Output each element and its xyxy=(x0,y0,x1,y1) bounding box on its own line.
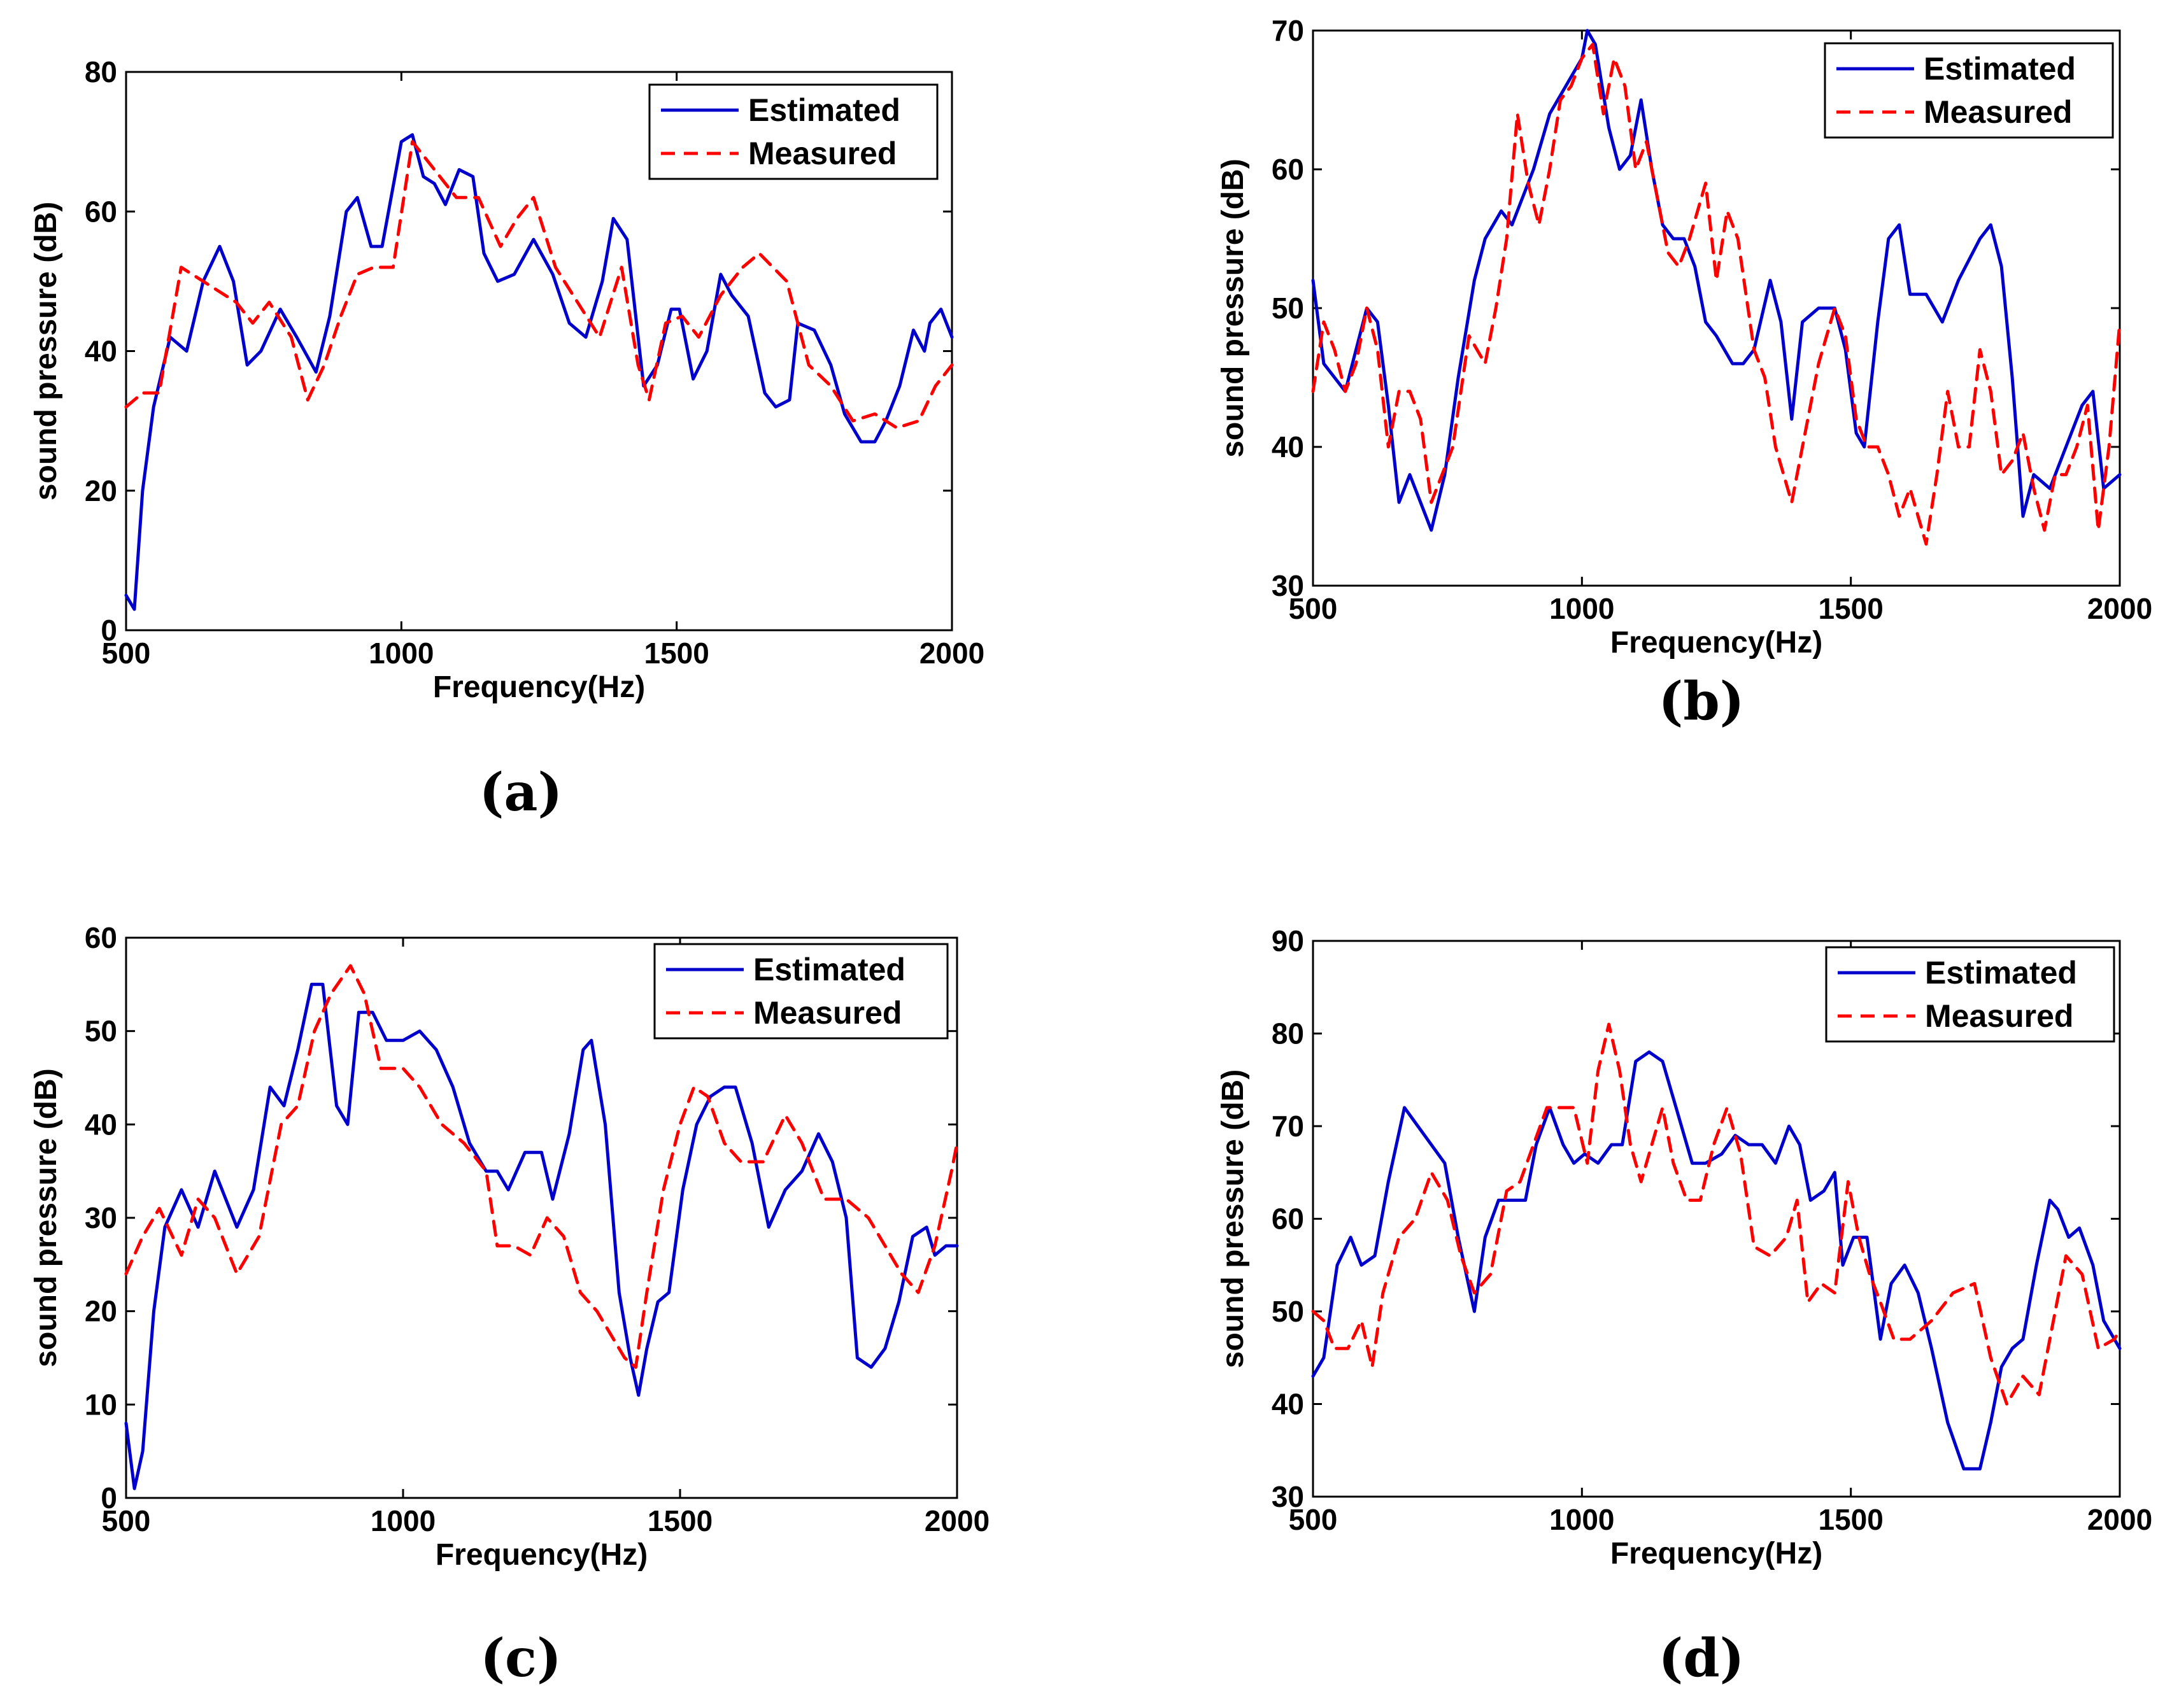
y-tick-label: 60 xyxy=(85,195,117,228)
chart-panel-c: 500 1000 1500 2000 0 10 20 30 40 50 60 Frequency(Hz… xyxy=(29,921,990,1689)
x-tick-label: 1500 xyxy=(1818,1503,1883,1536)
chart-panel-a: 500 1000 1500 2000 0 20 40 60 80 Frequency(Hz) sou… xyxy=(29,55,984,823)
chart-panel-d: 500 1000 1500 2000 30 40 50 60 70 80 90 Frequency(H… xyxy=(1216,924,2152,1689)
legend-label-measured: Measured xyxy=(748,136,897,171)
series-line-measured xyxy=(124,964,959,1369)
x-tick-label: 2000 xyxy=(2087,592,2152,625)
y-tick-label: 50 xyxy=(85,1015,117,1048)
panel-caption: (b) xyxy=(1659,671,1745,732)
x-tick-label: 500 xyxy=(1289,592,1338,625)
x-axis-label: Frequency(Hz) xyxy=(433,670,645,704)
x-tick-label: 1500 xyxy=(648,1504,713,1537)
y-axis-label: sound pressure (dB) xyxy=(1216,1069,1250,1368)
x-tick-label: 500 xyxy=(1289,1503,1338,1536)
series-line-estimated xyxy=(1311,29,2122,532)
legend-box xyxy=(1825,946,2115,1043)
x-axis-label: Frequency(Hz) xyxy=(436,1538,648,1572)
x-axis-label: Frequency(Hz) xyxy=(1610,626,1822,660)
x-tick-label: 1500 xyxy=(644,637,709,670)
legend-box xyxy=(648,83,939,180)
legend-label-measured: Measured xyxy=(753,995,902,1031)
x-tick-label: 500 xyxy=(102,1504,151,1537)
panel-caption: (d) xyxy=(1659,1628,1745,1689)
y-tick-label: 90 xyxy=(1272,924,1304,957)
y-tick-label: 60 xyxy=(85,921,117,954)
x-tick-label: 1000 xyxy=(1549,592,1614,625)
x-tick-label: 500 xyxy=(102,637,151,670)
legend-label-measured: Measured xyxy=(1924,94,2072,130)
series-line-measured xyxy=(1311,43,2122,546)
y-tick-label: 50 xyxy=(1272,292,1304,325)
chart-panel-b: 500 1000 1500 2000 30 40 50 60 70 Frequency(Hz) so… xyxy=(1216,14,2152,732)
legend-label-measured: Measured xyxy=(1925,998,2073,1034)
legend-box xyxy=(653,943,949,1040)
x-tick-label: 2000 xyxy=(919,637,984,670)
y-tick-label: 60 xyxy=(1272,1203,1304,1236)
x-tick-label: 2000 xyxy=(2087,1503,2152,1536)
y-tick-label: 40 xyxy=(1272,430,1304,463)
y-tick-label: 0 xyxy=(101,614,117,647)
x-tick-label: 2000 xyxy=(925,1504,990,1537)
series-line-estimated xyxy=(124,133,954,611)
y-tick-label: 40 xyxy=(1272,1388,1304,1421)
x-axis-label: Frequency(Hz) xyxy=(1610,1537,1822,1570)
y-tick-label: 20 xyxy=(85,474,117,507)
x-tick-label: 1000 xyxy=(1549,1503,1614,1536)
y-tick-label: 0 xyxy=(101,1481,117,1514)
x-tick-label: 1500 xyxy=(1818,592,1883,625)
y-tick-label: 30 xyxy=(1272,1480,1304,1513)
y-tick-label: 50 xyxy=(1272,1295,1304,1328)
y-tick-label: 70 xyxy=(1272,14,1304,47)
y-tick-label: 30 xyxy=(1272,569,1304,602)
y-axis-label: sound pressure (dB) xyxy=(1216,159,1250,457)
y-tick-label: 80 xyxy=(1272,1017,1304,1050)
y-tick-label: 40 xyxy=(85,1108,117,1141)
legend-label-estimated: Estimated xyxy=(1924,51,2076,87)
series-line-measured xyxy=(1311,1022,2122,1406)
legend-label-estimated: Estimated xyxy=(1925,955,2077,991)
y-tick-label: 80 xyxy=(85,55,117,88)
y-axis-label: sound pressure (dB) xyxy=(29,1068,63,1367)
y-axis-label: sound pressure (dB) xyxy=(29,202,63,500)
series-line-measured xyxy=(124,140,954,430)
y-tick-label: 40 xyxy=(85,335,117,368)
y-tick-label: 60 xyxy=(1272,153,1304,186)
x-tick-label: 1000 xyxy=(369,637,434,670)
x-tick-label: 1000 xyxy=(371,1504,436,1537)
legend-label-estimated: Estimated xyxy=(753,952,905,987)
y-tick-label: 10 xyxy=(85,1388,117,1421)
y-tick-label: 70 xyxy=(1272,1110,1304,1143)
panel-caption: (a) xyxy=(479,762,563,823)
series-line-estimated xyxy=(1311,1050,2122,1471)
panel-caption: (c) xyxy=(480,1628,562,1689)
legend-label-estimated: Estimated xyxy=(748,92,900,128)
legend-box xyxy=(1824,42,2114,139)
y-tick-label: 30 xyxy=(85,1201,117,1234)
y-tick-label: 20 xyxy=(85,1295,117,1328)
series-line-estimated xyxy=(124,982,959,1490)
